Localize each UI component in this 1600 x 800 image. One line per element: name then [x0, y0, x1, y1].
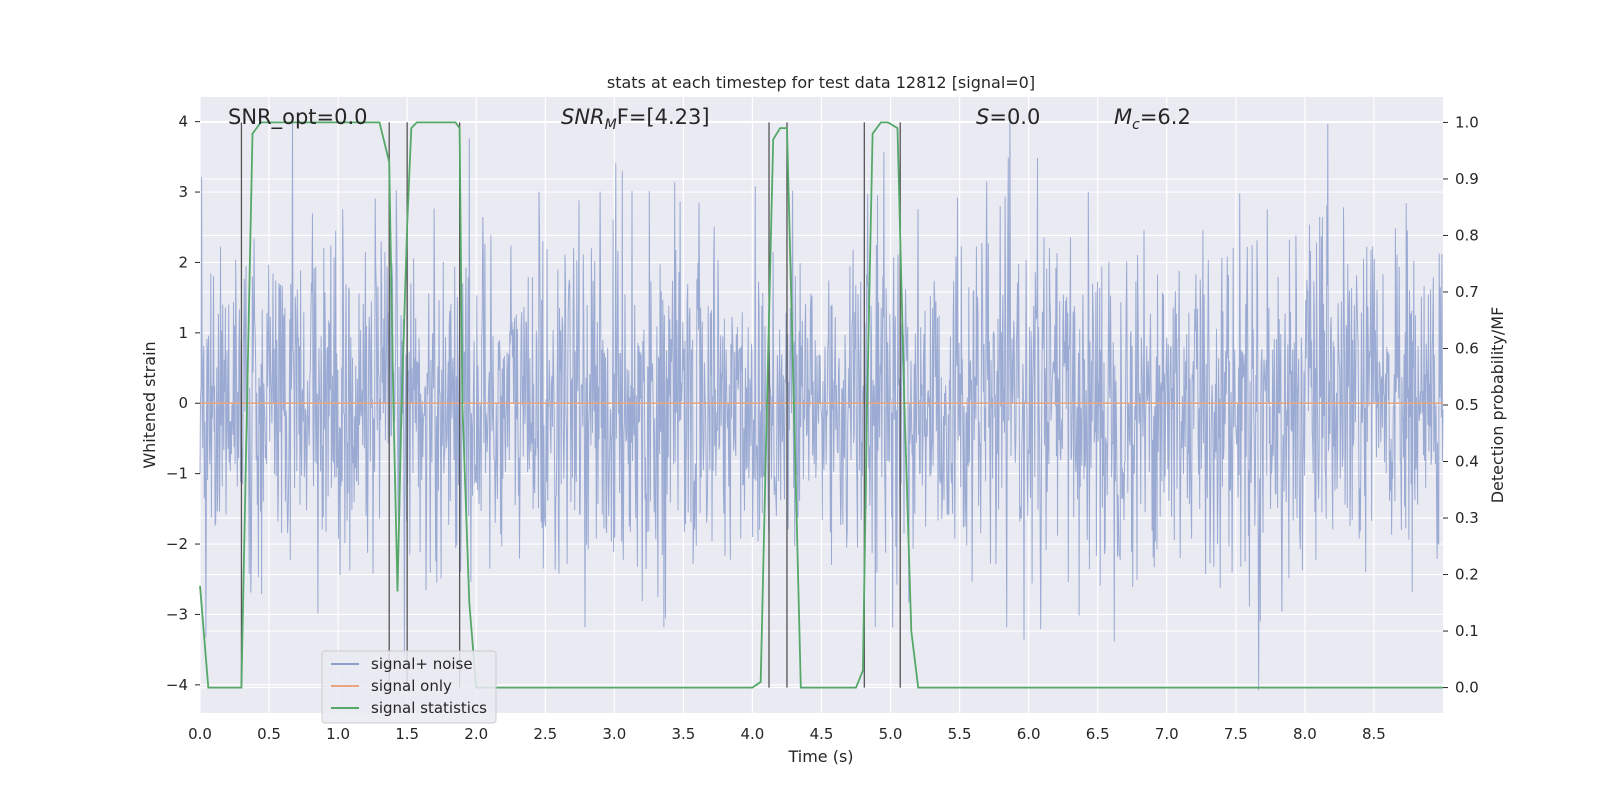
y2-axis-label: Detection probability/MF	[1488, 307, 1507, 504]
y2-tick-label: 0.0	[1455, 679, 1479, 697]
x-tick-label: 3.0	[602, 725, 626, 743]
y-tick-label: 2	[178, 253, 188, 271]
chart-title: stats at each timestep for test data 128…	[607, 73, 1035, 92]
y2-tick-label: 0.4	[1455, 453, 1479, 471]
signal-statistics-line	[199, 121, 1443, 689]
x-tick-label: 7.5	[1224, 725, 1248, 743]
x-tick-label: 4.5	[810, 725, 834, 743]
y2-tick-label: 0.2	[1455, 566, 1479, 584]
y2-tick-label: 0.6	[1455, 339, 1479, 357]
x-tick-label: 7.0	[1155, 725, 1179, 743]
y-tick-label: −1	[166, 465, 188, 483]
annotation-mc: Mc=6.2	[1114, 105, 1191, 133]
annotation-snr-mf: SNRMF=[4.23]	[561, 105, 710, 133]
y2-tick-label: 0.9	[1455, 170, 1479, 188]
x-tick-label: 4.0	[741, 725, 765, 743]
y-axis-label: Whitened strain	[140, 341, 159, 468]
x-tick-label: 2.5	[533, 725, 557, 743]
grid-layer	[199, 97, 1443, 713]
annotation-snr-opt: SNR_opt=0.0	[228, 105, 368, 130]
x-tick-label: 1.5	[395, 725, 419, 743]
y2-tick-label: 0.7	[1455, 283, 1479, 301]
y-tick-label: 1	[178, 324, 188, 342]
x-tick-label: 0.0	[188, 725, 212, 743]
x-axis-label: Time (s)	[787, 747, 853, 766]
y-tick-label: 4	[178, 113, 188, 131]
y2-tick-label: 0.5	[1455, 396, 1479, 414]
x-tick-label: 6.5	[1086, 725, 1110, 743]
annotation-s-rest: =0.0	[989, 105, 1040, 129]
x-tick-label: 6.0	[1017, 725, 1041, 743]
signal-statistics-series	[199, 121, 1443, 689]
x-tick-label: 0.5	[257, 725, 281, 743]
x-tick-label: 1.0	[326, 725, 350, 743]
x-tick-label: 3.5	[671, 725, 695, 743]
legend-label-signal: signal only	[371, 677, 452, 695]
legend: signal+ noise signal only signal statist…	[321, 650, 497, 724]
y-tick-label: 0	[178, 394, 188, 412]
annotation-s: S=0.0	[976, 105, 1040, 129]
x-tick-label: 5.0	[879, 725, 903, 743]
tick-labels: 0.0 0.5 1.0 1.5 2.0 2.5 3.0 3.5 4.0 4.5 5.0 5.5 6.0 6…	[166, 113, 1479, 743]
y2-tick-label: 1.0	[1455, 113, 1479, 131]
annotation-s-main: S	[976, 105, 989, 129]
y2-tick-label: 0.1	[1455, 622, 1479, 640]
annotation-mc-rest: =6.2	[1140, 105, 1191, 129]
legend-label-noise: signal+ noise	[371, 655, 473, 673]
y-tick-label: 3	[178, 183, 188, 201]
annotation-mc-sub: c	[1132, 117, 1140, 133]
y-tick-label: −2	[166, 535, 188, 553]
y2-tick-label: 0.3	[1455, 509, 1479, 527]
y-tick-label: −4	[166, 676, 188, 694]
x-tick-label: 8.5	[1362, 725, 1386, 743]
annotation-snr-mf-rest: F=[4.23]	[617, 105, 710, 129]
annotation-snr-mf-main: SNR	[561, 105, 605, 129]
x-tick-label: 2.0	[464, 725, 488, 743]
annotation-snr-mf-sub: M	[605, 117, 617, 133]
legend-label-stats: signal statistics	[371, 699, 487, 717]
y-tick-label: −3	[166, 605, 188, 623]
x-tick-label: 8.0	[1293, 725, 1317, 743]
legend-box	[321, 650, 497, 724]
annotation-mc-main: M	[1114, 105, 1132, 129]
x-tick-label: 5.5	[948, 725, 972, 743]
y2-tick-label: 0.8	[1455, 226, 1479, 244]
